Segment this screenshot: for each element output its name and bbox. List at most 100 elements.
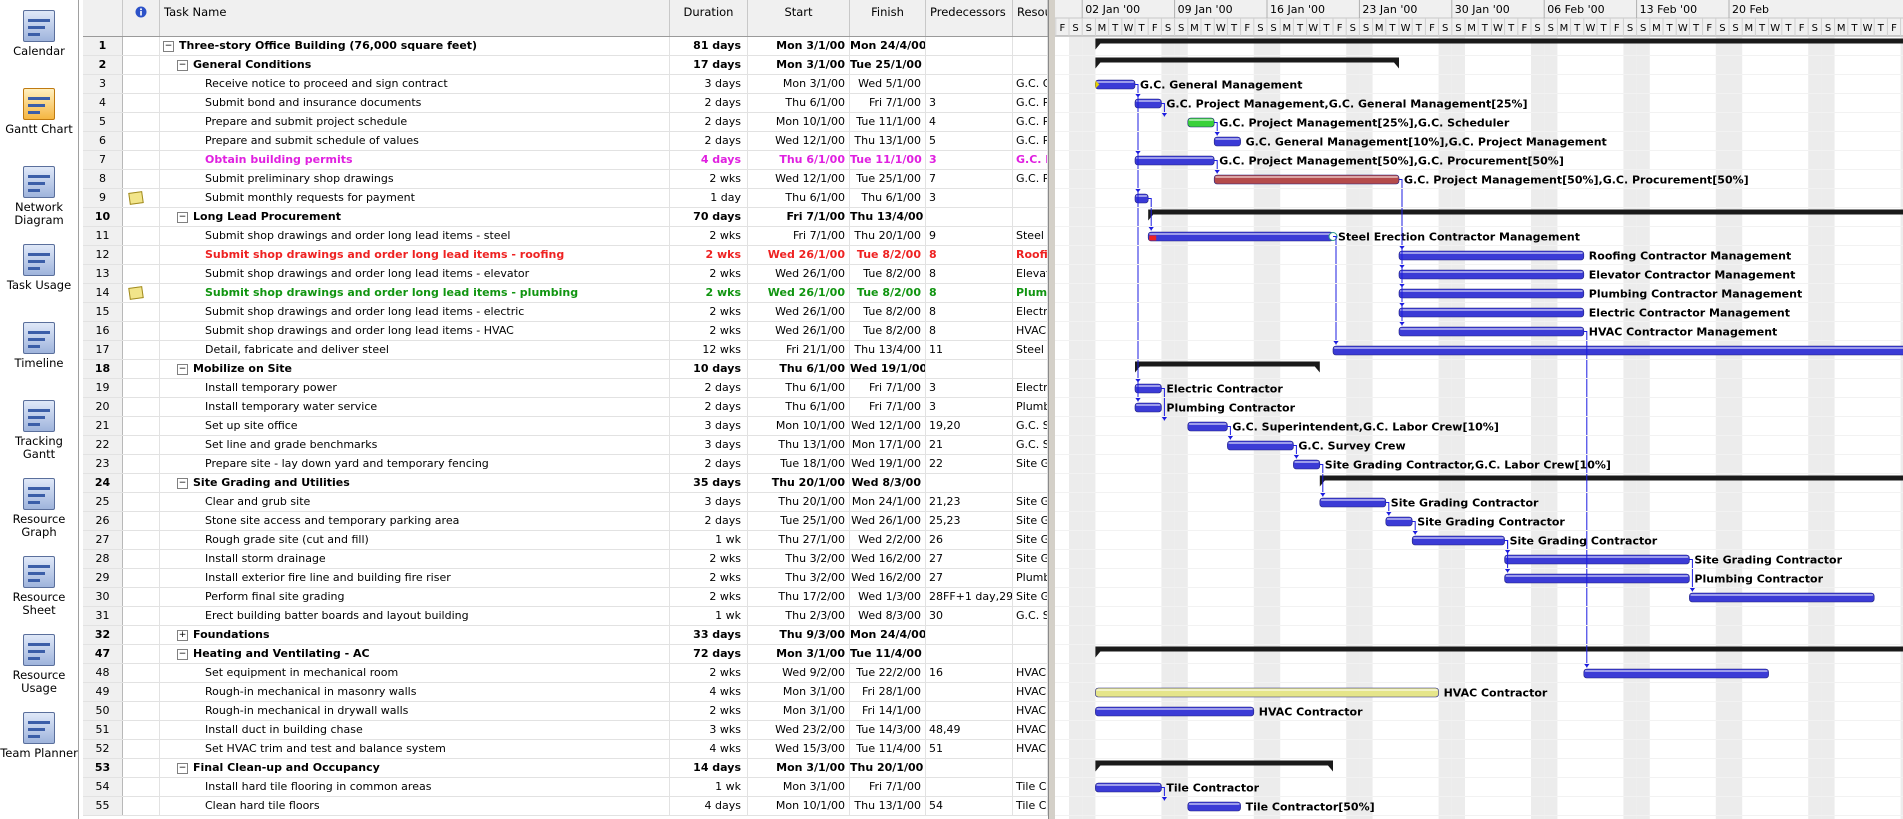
table-row[interactable]: 29 Install exterior fire line and buildin…: [83, 569, 1048, 588]
start-cell[interactable]: Fri 7/1/00: [748, 227, 850, 245]
indicators-cell[interactable]: [123, 588, 160, 606]
task-id-cell[interactable]: 27: [83, 531, 123, 549]
view-bar-item-calendar[interactable]: Calendar: [0, 10, 78, 58]
table-row[interactable]: 18− Mobilize on Site 10 days Thu 6/1/00 Wed …: [83, 360, 1048, 379]
table-row[interactable]: 19 Install temporary power 2 days Thu 6/1/0…: [83, 379, 1048, 398]
task-name-cell[interactable]: Set equipment in mechanical room: [160, 664, 670, 682]
predecessors-cell[interactable]: [926, 37, 1013, 55]
indicators-cell[interactable]: [123, 94, 160, 112]
duration-cell[interactable]: 3 days: [670, 493, 748, 511]
finish-cell[interactable]: Tue 8/2/00: [850, 303, 926, 321]
collapse-icon[interactable]: −: [177, 211, 188, 223]
indicators-cell[interactable]: [123, 436, 160, 454]
duration-cell[interactable]: 2 days: [670, 132, 748, 150]
predecessors-cell[interactable]: 3: [926, 379, 1013, 397]
task-id-cell[interactable]: 20: [83, 398, 123, 416]
table-row[interactable]: 25 Clear and grub site 3 days Thu 20/1/00 Mo…: [83, 493, 1048, 512]
table-row[interactable]: 4 Submit bond and insurance documents 2 da…: [83, 94, 1048, 113]
start-cell[interactable]: Thu 6/1/00: [748, 151, 850, 169]
row-header-corner[interactable]: [83, 0, 123, 36]
task-name-cell[interactable]: Detail, fabricate and deliver steel: [160, 341, 670, 359]
note-icon[interactable]: [128, 286, 144, 300]
duration-cell[interactable]: 4 wks: [670, 740, 748, 758]
table-row[interactable]: 20 Install temporary water service 2 days T…: [83, 398, 1048, 417]
resource-names-cell[interactable]: HVAC Contractor Management: [1013, 322, 1048, 340]
indicators-cell[interactable]: [123, 322, 160, 340]
table-row[interactable]: 24− Site Grading and Utilities 35 days Thu …: [83, 474, 1048, 493]
finish-cell[interactable]: Tue 8/2/00: [850, 284, 926, 302]
table-row[interactable]: 16 Submit shop drawings and order long le…: [83, 322, 1048, 341]
summary-bar[interactable]: [1319, 475, 1903, 481]
task-name-cell[interactable]: Set up site office: [160, 417, 670, 435]
predecessors-cell[interactable]: [926, 626, 1013, 644]
task-id-cell[interactable]: 7: [83, 151, 123, 169]
table-row[interactable]: 15 Submit shop drawings and order long le…: [83, 303, 1048, 322]
resource-names-cell[interactable]: HVAC Contractor: [1013, 740, 1048, 758]
finish-cell[interactable]: Tue 11/1/00: [850, 151, 926, 169]
resource-names-cell[interactable]: G.C. Survey Crew: [1013, 607, 1048, 625]
resource-names-cell[interactable]: Site Grading Contractor: [1013, 493, 1048, 511]
resource-names-cell[interactable]: [1013, 759, 1048, 777]
finish-cell[interactable]: Tue 8/2/00: [850, 322, 926, 340]
start-cell[interactable]: Thu 6/1/00: [748, 189, 850, 207]
task-name-cell[interactable]: Prepare site - lay down yard and tempora…: [160, 455, 670, 473]
duration-cell[interactable]: 1 day: [670, 189, 748, 207]
start-cell[interactable]: Mon 3/1/00: [748, 645, 850, 663]
task-id-cell[interactable]: 30: [83, 588, 123, 606]
summary-bar[interactable]: [1095, 38, 1903, 44]
task-id-cell[interactable]: 29: [83, 569, 123, 587]
task-name-cell[interactable]: Install hard tile flooring in common are…: [160, 778, 670, 796]
start-cell[interactable]: Wed 26/1/00: [748, 284, 850, 302]
predecessors-cell[interactable]: 7: [926, 170, 1013, 188]
task-name-cell[interactable]: − Site Grading and Utilities: [160, 474, 670, 492]
task-id-cell[interactable]: 22: [83, 436, 123, 454]
view-bar-item-task-usage[interactable]: Task Usage: [0, 244, 78, 292]
resource-names-cell[interactable]: Site Grading Contractor: [1013, 550, 1048, 568]
indicators-cell[interactable]: [123, 303, 160, 321]
predecessors-cell[interactable]: [926, 208, 1013, 226]
task-id-cell[interactable]: 52: [83, 740, 123, 758]
start-cell[interactable]: Wed 26/1/00: [748, 265, 850, 283]
finish-cell[interactable]: Tue 8/2/00: [850, 265, 926, 283]
task-id-cell[interactable]: 47: [83, 645, 123, 663]
summary-bar[interactable]: [1135, 361, 1320, 367]
task-name-cell[interactable]: Submit shop drawings and order long lead…: [160, 227, 670, 245]
resource-names-cell[interactable]: HVAC Contractor: [1013, 683, 1048, 701]
table-row[interactable]: 11 Submit shop drawings and order long le…: [83, 227, 1048, 246]
finish-cell[interactable]: Fri 7/1/00: [850, 778, 926, 796]
predecessors-cell[interactable]: 8: [926, 246, 1013, 264]
duration-cell[interactable]: 81 days: [670, 37, 748, 55]
table-row[interactable]: 31 Erect building batter boards and layou…: [83, 607, 1048, 626]
indicators-cell[interactable]: [123, 227, 160, 245]
duration-cell[interactable]: 2 wks: [670, 702, 748, 720]
task-name-cell[interactable]: Submit shop drawings and order long lead…: [160, 246, 670, 264]
finish-cell[interactable]: Fri 7/1/00: [850, 398, 926, 416]
view-bar-item-tracking-gantt[interactable]: Tracking Gantt: [0, 400, 78, 461]
predecessors-cell[interactable]: 28FF+1 day,29: [926, 588, 1013, 606]
indicators-cell[interactable]: [123, 531, 160, 549]
task-id-cell[interactable]: 9: [83, 189, 123, 207]
duration-cell[interactable]: 70 days: [670, 208, 748, 226]
task-name-cell[interactable]: Clear and grub site: [160, 493, 670, 511]
resource-names-cell[interactable]: G.C. Project Management: [1013, 94, 1048, 112]
task-name-cell[interactable]: Install exterior fire line and building …: [160, 569, 670, 587]
predecessors-cell[interactable]: 4: [926, 113, 1013, 131]
duration-cell[interactable]: 4 wks: [670, 683, 748, 701]
predecessors-cell[interactable]: 5: [926, 132, 1013, 150]
start-cell[interactable]: Thu 9/3/00: [748, 626, 850, 644]
finish-cell[interactable]: Wed 2/2/00: [850, 531, 926, 549]
resource-names-cell[interactable]: [1013, 37, 1048, 55]
table-row[interactable]: 49 Rough-in mechanical in masonry walls 4 …: [83, 683, 1048, 702]
task-id-cell[interactable]: 54: [83, 778, 123, 796]
indicators-cell[interactable]: [123, 569, 160, 587]
start-cell[interactable]: Tue 25/1/00: [748, 512, 850, 530]
indicators-cell[interactable]: [123, 512, 160, 530]
indicators-cell[interactable]: [123, 778, 160, 796]
indicators-cell[interactable]: [123, 664, 160, 682]
indicators-cell[interactable]: [123, 37, 160, 55]
task-id-cell[interactable]: 21: [83, 417, 123, 435]
task-name-cell[interactable]: − Mobilize on Site: [160, 360, 670, 378]
indicators-column-header[interactable]: [123, 0, 160, 36]
task-name-cell[interactable]: Rough grade site (cut and fill): [160, 531, 670, 549]
predecessors-cell[interactable]: 8: [926, 265, 1013, 283]
